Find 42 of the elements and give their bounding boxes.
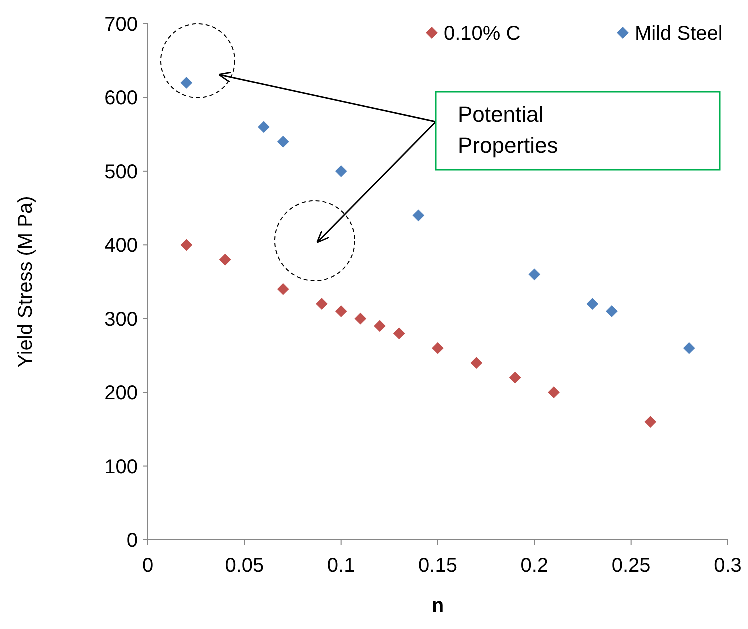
point: [335, 165, 348, 178]
x-tick-label: 0.15: [418, 555, 458, 577]
point: [258, 121, 270, 134]
point: [277, 136, 290, 148]
point: [277, 283, 290, 296]
point: [644, 416, 657, 428]
annotation: Potential Properties: [458, 102, 558, 158]
y-tick-label: 200: [104, 382, 138, 405]
point: [432, 342, 444, 354]
point: [219, 254, 232, 266]
point: [180, 239, 193, 252]
point: [528, 268, 541, 281]
y-tick-label: 600: [104, 88, 138, 110]
x-tick-label: 0.3: [714, 555, 742, 577]
point: [316, 298, 328, 310]
x-tick-label: 0: [142, 555, 154, 577]
point: [683, 342, 696, 354]
y-tick-label: 300: [104, 308, 138, 331]
x-axis-title: n: [432, 595, 444, 617]
x-tick-label: 0.05: [225, 555, 264, 577]
point: [548, 386, 560, 399]
y-tick-label: 100: [104, 456, 138, 478]
point: [393, 328, 406, 340]
y-tick-label: 700: [104, 14, 138, 36]
point: [354, 312, 367, 325]
point: [509, 372, 522, 384]
point: [470, 357, 483, 370]
point: [374, 320, 386, 332]
x-tick-label: 0.1: [327, 555, 356, 577]
x-tick-label: 0.25: [612, 555, 651, 577]
point: [335, 306, 348, 318]
y-tick-label: 400: [104, 235, 138, 258]
y-axis-title: Yield Stress (M Pa): [15, 196, 37, 368]
legend-label: Mild Steel: [635, 23, 723, 45]
x-tick-label: 0.2: [520, 555, 549, 577]
y-tick-label: 0: [126, 530, 138, 552]
point: [606, 306, 618, 318]
point: [180, 77, 193, 89]
point: [412, 210, 425, 222]
legend-label: 0.10% C: [444, 23, 521, 45]
y-tick-label: 500: [104, 161, 138, 184]
point: [586, 298, 599, 310]
